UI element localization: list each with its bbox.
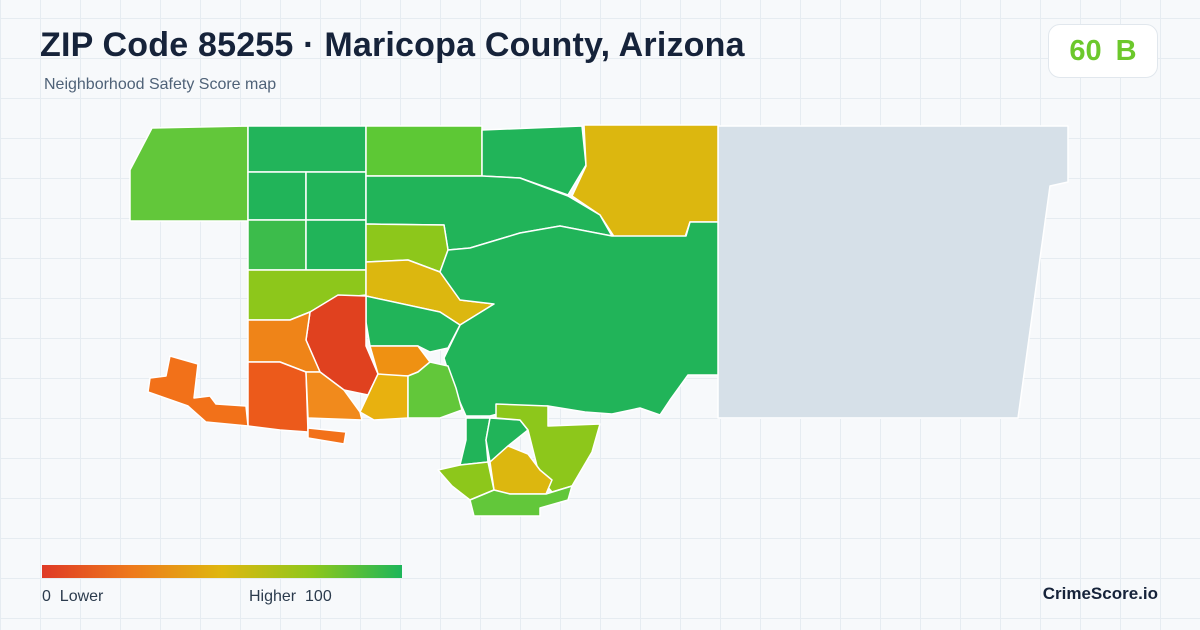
map-region[interactable] (247, 125, 367, 173)
map-region[interactable] (247, 171, 307, 221)
map-region[interactable] (247, 361, 309, 433)
safety-score-badge: 60 B (1048, 24, 1158, 78)
legend-color-scale (42, 565, 402, 578)
map-region[interactable] (407, 361, 463, 419)
map-region[interactable] (459, 417, 491, 466)
map-region[interactable] (365, 295, 461, 353)
score-value: 60 (1069, 34, 1102, 67)
map-region[interactable] (307, 427, 347, 445)
map-region[interactable] (305, 371, 363, 421)
map-region[interactable] (305, 219, 367, 271)
map-region[interactable] (439, 221, 719, 417)
page-subtitle: Neighborhood Safety Score map (44, 76, 277, 93)
map-region[interactable] (305, 171, 367, 221)
map-region[interactable] (365, 125, 483, 177)
legend-low-label: 0 Lower (42, 588, 104, 605)
map-region[interactable] (247, 219, 307, 271)
page-title: ZIP Code 85255 · Maricopa County, Arizon… (40, 26, 745, 64)
map-region[interactable] (129, 125, 249, 222)
map-region[interactable] (147, 355, 249, 427)
map-region-no-data (717, 125, 1069, 419)
brand-logo-text[interactable]: CrimeScore.io (1042, 584, 1158, 603)
legend-high-label: Higher 100 (249, 588, 332, 605)
score-grade: B (1115, 34, 1137, 67)
map-region[interactable] (469, 485, 573, 517)
